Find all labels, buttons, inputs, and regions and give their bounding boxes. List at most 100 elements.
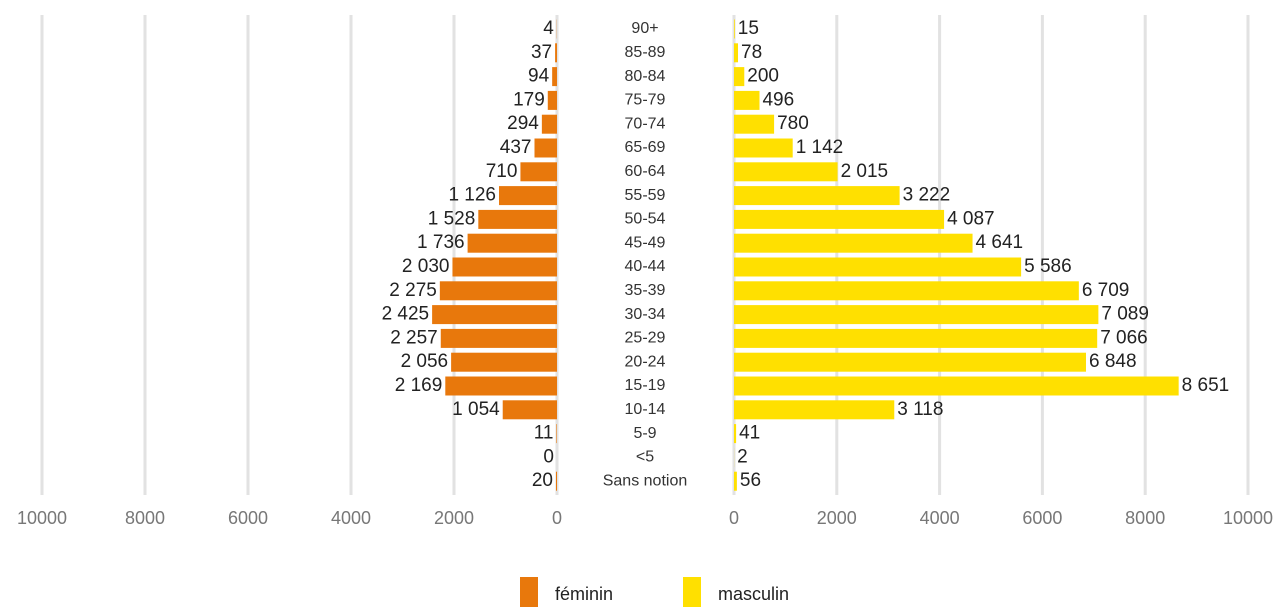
bar <box>734 305 1099 325</box>
bar <box>478 209 557 229</box>
value-label: 2 257 <box>390 327 438 348</box>
x-tick-label: 4000 <box>920 508 960 528</box>
value-label: 1 126 <box>448 185 496 206</box>
value-label: 3 118 <box>897 399 943 420</box>
category-label: 25-29 <box>625 330 666 347</box>
bar <box>734 471 737 491</box>
category-label: 85-89 <box>625 44 666 61</box>
category-label: 70-74 <box>625 115 666 132</box>
bar <box>445 376 557 396</box>
bar <box>734 281 1079 301</box>
value-label: 1 142 <box>796 137 844 158</box>
value-label: 6 709 <box>1082 280 1130 301</box>
category-label: 10-14 <box>625 401 666 418</box>
category-label: 30-34 <box>625 306 666 323</box>
bar <box>734 328 1098 348</box>
bar <box>439 281 557 301</box>
bar <box>541 114 557 134</box>
bar <box>734 376 1179 396</box>
x-tick-label: 10000 <box>1223 508 1273 528</box>
value-label: 2 425 <box>382 304 430 325</box>
x-tick-label: 2000 <box>817 508 857 528</box>
value-label: 7 066 <box>1100 327 1148 348</box>
x-tick-label: 10000 <box>17 508 67 528</box>
value-label: 3 222 <box>903 185 951 206</box>
bar <box>502 400 557 420</box>
bar <box>556 424 557 444</box>
value-label: 56 <box>740 470 761 491</box>
x-tick-label: 8000 <box>1125 508 1165 528</box>
bar <box>520 162 557 182</box>
legend-label: féminin <box>555 584 613 604</box>
category-label: 20-24 <box>625 353 666 370</box>
category-label: 15-19 <box>625 377 666 394</box>
value-label: 437 <box>500 137 532 158</box>
category-label: <5 <box>636 449 654 466</box>
bar <box>451 352 557 372</box>
value-label: 4 <box>543 18 554 39</box>
category-label: 35-39 <box>625 282 666 299</box>
category-label: 65-69 <box>625 139 666 156</box>
value-label: 94 <box>528 66 550 87</box>
bar <box>534 138 557 158</box>
bar <box>734 186 900 206</box>
bar <box>734 162 838 182</box>
category-label: 50-54 <box>625 211 666 228</box>
bar <box>734 19 735 39</box>
bar <box>467 233 557 253</box>
x-tick-label: 6000 <box>228 508 268 528</box>
value-label: 2 015 <box>841 161 889 182</box>
value-label: 2 <box>737 446 748 467</box>
value-label: 4 087 <box>947 208 995 229</box>
x-tick-label: 2000 <box>434 508 474 528</box>
bar <box>555 471 557 491</box>
legend-swatch <box>520 577 538 607</box>
bar <box>734 114 775 134</box>
value-label: 11 <box>534 423 554 444</box>
bar <box>734 233 973 253</box>
bar <box>555 43 557 63</box>
value-label: 294 <box>507 113 539 134</box>
value-label: 1 736 <box>417 232 465 253</box>
value-label: 1 528 <box>428 208 476 229</box>
bar <box>734 67 745 87</box>
x-tick-label: 6000 <box>1022 508 1062 528</box>
bar <box>440 328 557 348</box>
bar <box>499 186 557 206</box>
category-label: Sans notion <box>603 472 688 489</box>
x-tick-label: 8000 <box>125 508 165 528</box>
value-label: 2 030 <box>402 256 450 277</box>
value-label: 8 651 <box>1182 375 1230 396</box>
legend-label: masculin <box>718 584 789 604</box>
value-label: 1 054 <box>452 399 500 420</box>
value-label: 780 <box>777 113 809 134</box>
value-label: 496 <box>762 89 794 110</box>
value-label: 15 <box>738 18 759 39</box>
value-label: 41 <box>739 423 760 444</box>
bar <box>734 424 737 444</box>
value-label: 200 <box>747 66 779 87</box>
bar <box>734 209 945 229</box>
category-label: 90+ <box>631 20 658 37</box>
category-label: 60-64 <box>625 163 666 180</box>
x-tick-label: 4000 <box>331 508 371 528</box>
bar <box>734 43 739 63</box>
value-label: 4 641 <box>976 232 1024 253</box>
value-label: 7 089 <box>1101 304 1149 325</box>
category-label: 75-79 <box>625 92 666 109</box>
bar <box>552 67 557 87</box>
value-label: 5 586 <box>1024 256 1072 277</box>
category-label: 45-49 <box>625 234 666 251</box>
value-label: 20 <box>532 470 553 491</box>
bar <box>452 257 557 277</box>
legend-swatch <box>683 577 701 607</box>
value-label: 710 <box>486 161 518 182</box>
bar <box>734 352 1086 372</box>
value-label: 2 056 <box>401 351 449 372</box>
category-label: 80-84 <box>625 68 666 85</box>
bar <box>734 90 760 110</box>
bar <box>547 90 557 110</box>
x-tick-label: 0 <box>729 508 739 528</box>
bar <box>734 400 895 420</box>
